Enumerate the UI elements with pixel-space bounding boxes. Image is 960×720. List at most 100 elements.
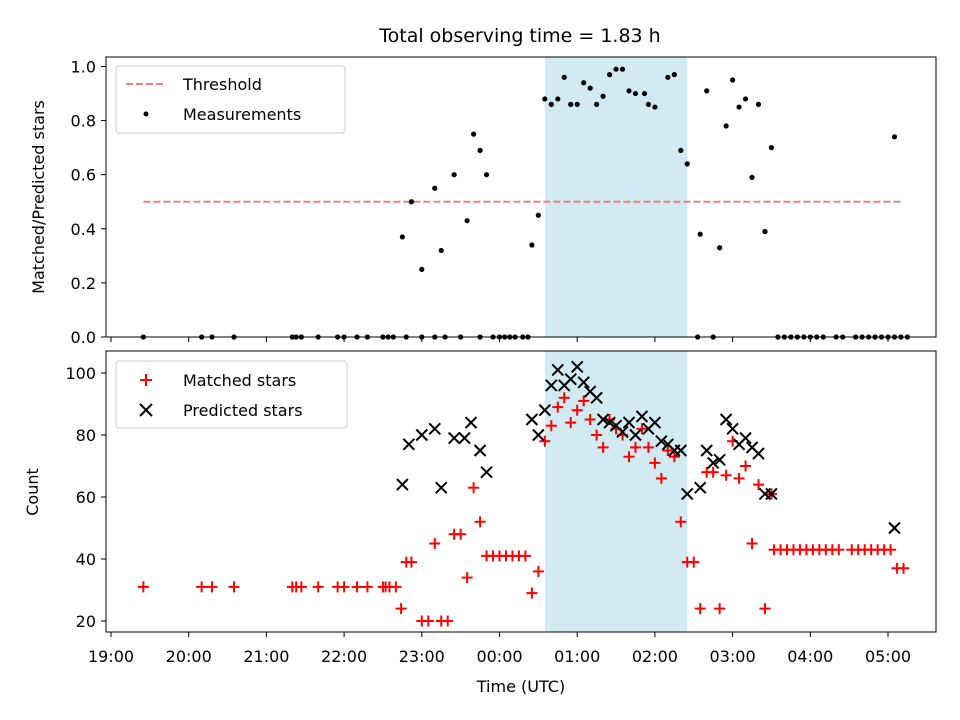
y-tick-label: 0.4 <box>71 220 96 239</box>
matched-star-point <box>429 538 441 549</box>
matched-star-point <box>526 587 538 599</box>
predicted-star-point <box>570 360 584 374</box>
matched-star-point <box>694 603 706 615</box>
predicted-star-point <box>396 478 409 491</box>
measurement-point <box>768 145 775 151</box>
y-tick-label: 60 <box>76 488 96 507</box>
measurement-point <box>613 66 619 72</box>
predicted-star-point <box>415 428 429 442</box>
matched-star-point <box>519 550 531 562</box>
measurement-point <box>665 74 671 80</box>
matched-star-point <box>442 615 454 627</box>
x-tick-label: 01:00 <box>554 647 600 666</box>
matched-star-point <box>733 472 745 484</box>
y-tick-label: 0.8 <box>71 112 96 131</box>
matched-star-point <box>338 581 350 593</box>
matched-star-point <box>649 457 661 469</box>
predicted-star-point <box>765 487 778 501</box>
matched-star-point <box>422 615 434 627</box>
matched-star-point <box>623 451 635 463</box>
matched-star-point <box>675 516 687 528</box>
measurement-point <box>581 80 587 86</box>
matched-star-point <box>707 466 719 478</box>
measurement-point <box>399 234 405 240</box>
measurement-point <box>561 74 567 80</box>
measurement-point <box>477 147 483 153</box>
matched-star-point <box>584 414 596 425</box>
matched-star-point <box>753 479 764 491</box>
measurement-point <box>438 247 444 254</box>
measurement-point <box>535 212 541 218</box>
measurement-point <box>678 147 684 153</box>
matched-star-point <box>688 556 700 568</box>
y-tick-label: 1.0 <box>71 58 96 77</box>
predicted-star-point <box>752 447 765 460</box>
predicted-star-point <box>596 413 610 426</box>
measurement-point <box>723 123 729 129</box>
measurement-point <box>762 228 768 235</box>
y-tick-label: 100 <box>65 364 96 383</box>
measurement-point <box>619 66 626 72</box>
matched-star-point <box>591 429 603 441</box>
measurement-point <box>432 185 438 191</box>
predicted-star-point <box>713 453 726 467</box>
measurement-point <box>555 96 561 102</box>
predicted-star-point <box>681 487 694 501</box>
predicted-stars-series <box>396 360 901 535</box>
measurement-point <box>704 88 710 94</box>
matched-star-point <box>312 581 324 593</box>
y-tick-label: 0.2 <box>71 274 96 293</box>
legend-threshold-label: Threshold <box>182 75 262 94</box>
matched-star-point <box>597 441 609 453</box>
matched-star-point <box>206 581 218 593</box>
matched-star-point <box>361 581 373 593</box>
matched-star-point <box>898 562 910 574</box>
bottom-shaded-interval <box>544 351 688 632</box>
measurement-point <box>749 174 755 181</box>
predicted-star-point <box>458 431 471 445</box>
top-shaded-interval <box>544 57 688 337</box>
bottom-y-axis-label: Count <box>23 468 42 516</box>
matched-stars-series <box>137 392 910 627</box>
predicted-star-point <box>655 434 668 448</box>
legend-measurements-swatch <box>143 111 149 117</box>
y-tick-label: 80 <box>76 426 96 445</box>
measurement-point <box>697 231 703 237</box>
predicted-star-point <box>525 413 539 426</box>
legend-matched-swatch <box>140 374 152 386</box>
matched-star-point <box>578 395 590 407</box>
measurement-point <box>594 101 600 107</box>
predicted-star-point <box>402 438 416 451</box>
predicted-star-point <box>464 416 478 429</box>
matched-star-point <box>539 435 551 447</box>
matched-star-point <box>196 581 208 593</box>
predicted-star-point <box>538 403 552 417</box>
matched-star-point <box>629 441 641 453</box>
predicted-star-point <box>532 428 545 442</box>
measurement-point <box>568 101 574 107</box>
matched-star-point <box>468 482 480 494</box>
measurement-point <box>529 242 535 248</box>
predicted-star-point <box>435 481 448 494</box>
predicted-star-point <box>590 391 603 405</box>
measurement-point <box>419 266 425 272</box>
predicted-star-point <box>564 372 577 386</box>
measurement-point <box>451 172 457 178</box>
bottom-panel: 20 40 60 80 100 19:00 20:00 21:00 22:00 23:00 00:… <box>23 350 937 696</box>
bottom-y-ticks: 20 40 60 80 100 <box>65 364 106 631</box>
bottom-x-ticks: 19:00 20:00 21:00 22:00 23:00 00:00 01:00 02:00… <box>88 632 911 666</box>
matched-star-point <box>405 556 417 568</box>
predicted-star-point <box>428 422 441 436</box>
legend-matched-label: Matched stars <box>183 371 296 390</box>
top-panel: 0.0 0.2 0.4 0.6 0.8 1.0 Matched/Predicted sta… <box>29 56 937 347</box>
matched-star-point <box>759 603 771 615</box>
matched-star-point <box>571 404 583 416</box>
bottom-legend-box <box>115 360 348 429</box>
predicted-star-point <box>674 444 688 457</box>
y-tick-label: 0.0 <box>71 328 96 347</box>
predicted-star-point <box>706 456 720 470</box>
x-tick-label: 02:00 <box>632 647 678 666</box>
legend-predicted-swatch <box>139 403 153 417</box>
measurement-point <box>891 134 898 140</box>
